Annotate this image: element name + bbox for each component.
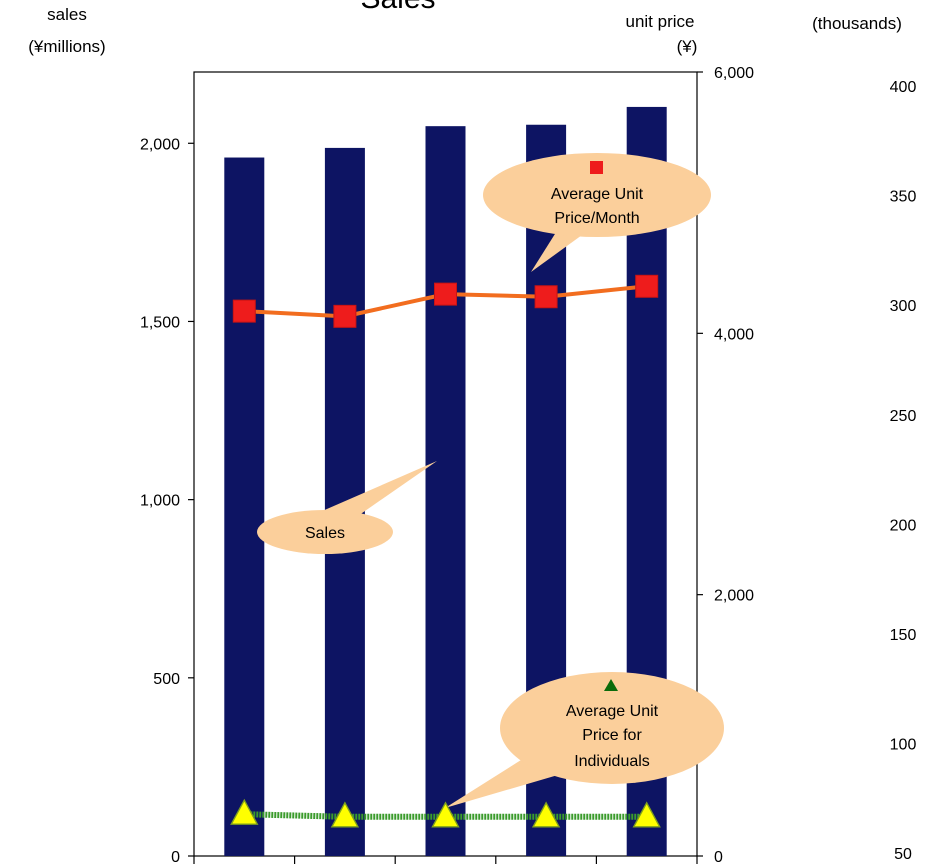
left-tick-label: 2,000	[140, 136, 180, 153]
left-axis-label-line1: sales	[47, 5, 87, 24]
right-axis-label-line1: unit price	[626, 12, 695, 31]
callout-unit-price-individuals-line1: Average Unit	[566, 703, 659, 720]
monthly-price-point	[635, 274, 659, 298]
monthly-price-point	[434, 282, 457, 306]
callout-unit-price-month: Average Unit Price/Month	[483, 153, 711, 272]
callout-unit-price-individuals-line2: Price for	[582, 727, 642, 744]
individuals-price-point	[330, 801, 360, 828]
monthly-price-point	[333, 304, 357, 328]
left-tick-label: 0	[171, 849, 180, 864]
far-right-axis-label: (thousands)	[812, 14, 902, 33]
far-right-tick-label: 100	[890, 737, 917, 754]
left-tick-label: 500	[153, 671, 180, 688]
callout-unit-price-individuals-line3: Individuals	[574, 753, 650, 770]
far-right-tick-label: 150	[890, 627, 917, 644]
right-tick-label: 0	[714, 849, 723, 864]
callout-unit-price-individuals: Average Unit Price for Individuals	[445, 672, 724, 808]
individuals-price-point	[531, 801, 561, 828]
far-right-tick-label: 200	[890, 517, 917, 534]
ticks-layer: 0 500 1,000 1,500 2,000 0 2,000 4,000 6,000 50 100…	[140, 65, 916, 864]
far-right-tick-label: 300	[890, 298, 917, 315]
sales-bar	[224, 157, 265, 856]
right-axis-label-line2: (¥)	[677, 37, 698, 56]
far-right-tick-label: 50	[894, 846, 912, 863]
right-tick-label: 6,000	[714, 65, 754, 82]
left-tick-label: 1,000	[140, 493, 180, 510]
monthly-price-point	[232, 299, 256, 323]
legend-triangle-icon	[604, 679, 618, 691]
callout-sales: Sales	[257, 461, 437, 554]
far-right-tick-label: 350	[890, 189, 917, 206]
individuals-price-point	[431, 801, 460, 828]
callout-unit-price-month-line1: Average Unit	[551, 186, 644, 203]
sales-bar	[425, 126, 466, 856]
callout-sales-text: Sales	[305, 525, 345, 542]
right-tick-label: 2,000	[714, 588, 754, 605]
lines-layer	[230, 274, 661, 828]
left-axis-label-line2: (¥millions)	[28, 37, 105, 56]
far-right-tick-label: 250	[890, 408, 917, 425]
callout-unit-price-month-line2: Price/Month	[554, 210, 639, 227]
right-tick-label: 4,000	[714, 326, 754, 343]
far-right-tick-label: 400	[890, 79, 917, 96]
chart-title: Sales	[360, 0, 435, 15]
individuals-price-point	[632, 801, 661, 828]
individuals-price-point	[230, 798, 259, 825]
monthly-price-point	[534, 285, 558, 309]
left-tick-label: 1,500	[140, 314, 180, 331]
legend-square-icon	[590, 161, 603, 174]
